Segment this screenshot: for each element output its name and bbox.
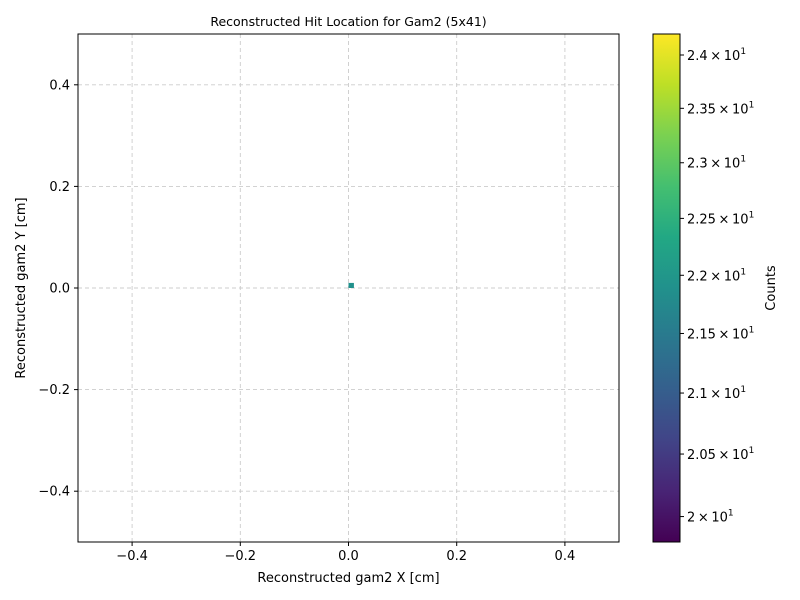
colorbar-tick-label: 2.3 × 101 [687,155,746,172]
x-axis-label: Reconstructed gam2 X [cm] [257,571,439,586]
y-tick-label: 0.4 [49,78,70,93]
colorbar-tick-label: 2.15 × 101 [687,325,754,342]
colorbar-tick-label: 2.35 × 101 [687,100,754,117]
y-tick-label: −0.4 [38,485,70,500]
colorbar-tick-label: 2.4 × 101 [687,47,746,64]
heatmap-bins [348,282,354,288]
y-tick-label: 0.2 [49,180,70,195]
colorbar-label: Counts [764,265,779,311]
colorbar-ticks: 2 × 101 2.05 × 101 2.1 × 101 2.15 × 101 2.2 … [680,47,754,526]
colorbar-tick-label: 2.25 × 101 [687,210,754,227]
x-ticks: −0.4 −0.2 0.0 0.2 0.4 [116,542,575,564]
x-tick-label: 0.4 [555,549,576,564]
colorbar-tick-label: 2.1 × 101 [687,385,746,402]
x-tick-label: −0.4 [116,549,148,564]
colorbar [652,33,681,543]
heatmap-cell [348,282,354,288]
colorbar-tick-label: 2.2 × 101 [687,267,746,284]
x-tick-label: 0.0 [338,549,359,564]
y-tick-label: 0.0 [49,282,70,297]
chart-title: Reconstructed Hit Location for Gam2 (5x4… [210,14,486,29]
y-axis-label: Reconstructed gam2 Y [cm] [14,197,29,378]
x-tick-label: −0.2 [225,549,257,564]
y-ticks: −0.4 −0.2 0.0 0.2 0.4 [38,78,78,500]
x-tick-label: 0.2 [446,549,467,564]
y-tick-label: −0.2 [38,383,70,398]
grid [78,34,619,542]
colorbar-tick-label: 2.05 × 101 [687,446,754,463]
colorbar-tick-label: 2 × 101 [687,509,734,526]
